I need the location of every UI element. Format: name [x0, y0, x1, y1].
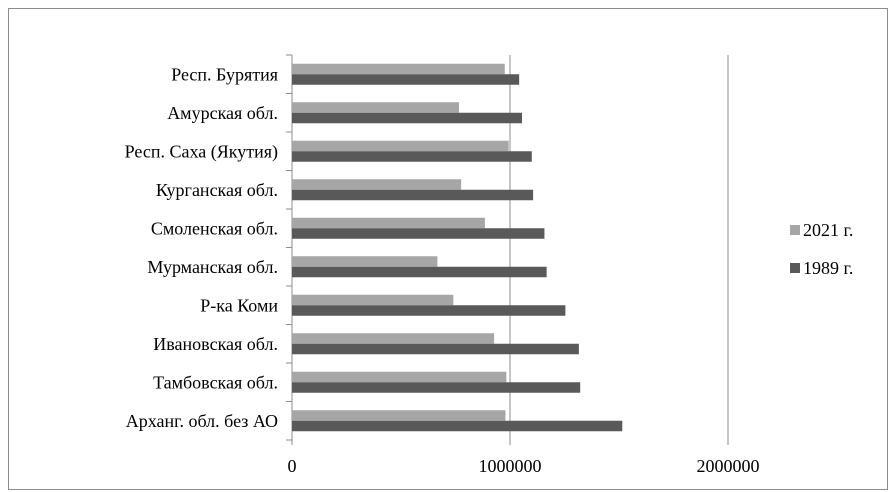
bar-1989	[292, 112, 522, 124]
bar-1989	[292, 382, 581, 393]
bar-2021	[292, 102, 459, 113]
bar-1989	[292, 74, 520, 85]
bar-1989	[292, 305, 566, 316]
bar-1989	[292, 266, 547, 278]
legend-label: 1989 г.	[803, 258, 853, 278]
bar-2021	[292, 217, 485, 229]
category-label: Курганская обл.	[156, 180, 278, 200]
bar-1989	[292, 151, 532, 162]
bar-2021	[292, 179, 462, 190]
bar-2021	[292, 333, 495, 344]
bar-2021	[292, 256, 438, 267]
category-label: Тамбовская обл.	[153, 372, 278, 392]
bar-2021	[292, 371, 507, 383]
category-label: Амурская обл.	[167, 103, 278, 123]
legend-swatch	[790, 225, 800, 235]
bar-1989	[292, 420, 623, 432]
category-label: Ивановская обл.	[153, 334, 278, 354]
legend-swatch	[790, 263, 800, 273]
bar-2021	[292, 410, 506, 421]
bar-2021	[292, 63, 505, 75]
bar-2021	[292, 294, 454, 306]
category-label: Респ. Саха (Якутия)	[125, 141, 278, 162]
category-label: Респ. Бурятия	[171, 64, 278, 84]
x-tick-label: 0	[288, 456, 297, 476]
category-label: Р-ка Коми	[200, 295, 278, 315]
bar-1989	[292, 228, 545, 239]
x-tick-label: 2000000	[697, 456, 760, 476]
category-label: Арханг. обл. без АО	[126, 411, 278, 431]
bar-1989	[292, 189, 534, 201]
legend-label: 2021 г.	[803, 220, 853, 240]
x-tick-label: 1000000	[479, 456, 542, 476]
chart-frame	[8, 8, 888, 490]
bar-1989	[292, 343, 579, 355]
category-label: Мурманская обл.	[147, 257, 278, 277]
category-label: Смоленская обл.	[151, 218, 278, 238]
bar-2021	[292, 140, 509, 152]
